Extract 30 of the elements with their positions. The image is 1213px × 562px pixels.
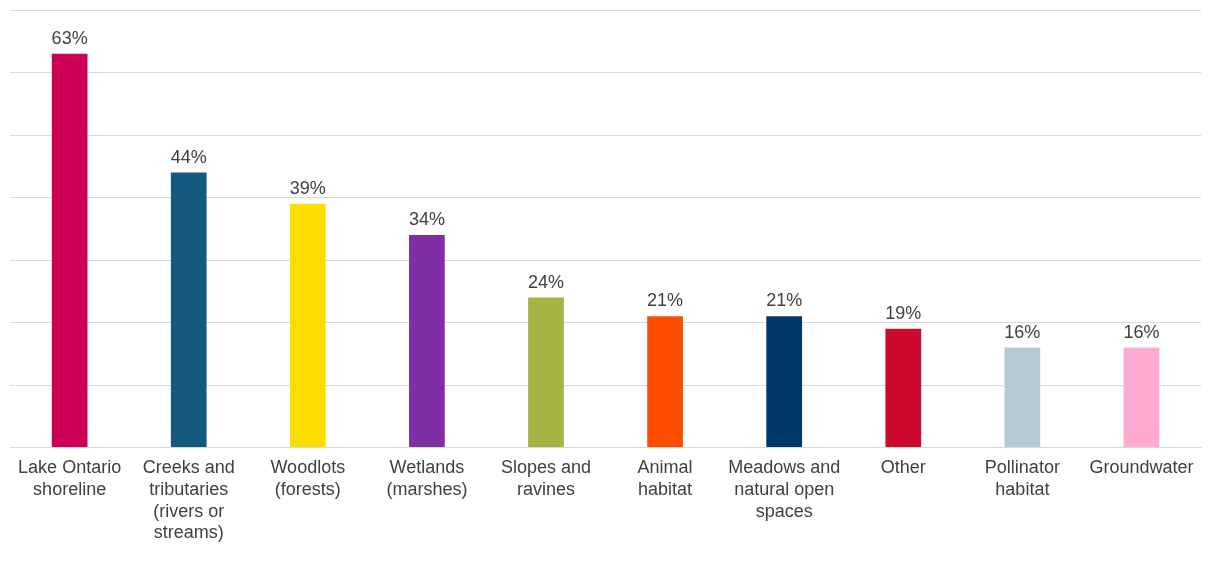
data-label: 39% <box>289 177 326 198</box>
x-tick-label: Animal habitat <box>637 457 693 499</box>
x-tick-label: Other <box>880 457 926 478</box>
x-tick-label: Groundwater <box>1089 457 1194 478</box>
data-label: 21% <box>766 290 803 311</box>
bar <box>51 53 88 448</box>
x-tick-label: Woodlots (forests) <box>270 457 346 499</box>
data-label: 16% <box>1004 321 1041 342</box>
data-label: 24% <box>527 271 565 292</box>
bar <box>885 328 922 448</box>
x-tick-label: Pollinator habitat <box>984 457 1060 499</box>
bar <box>647 316 683 448</box>
bar <box>528 297 564 448</box>
data-label: 34% <box>408 209 445 230</box>
data-label: 44% <box>170 146 207 167</box>
bar <box>289 203 326 448</box>
x-tick-label: Meadows and natural open spaces <box>728 457 841 521</box>
data-label: 21% <box>647 290 684 311</box>
x-tick-label: Lake Ontario shoreline <box>18 457 122 499</box>
bar <box>766 316 803 448</box>
bar <box>1004 347 1041 448</box>
data-label: 19% <box>885 302 922 323</box>
x-tick-label: Wetlands (marshes) <box>386 457 468 499</box>
data-label: 16% <box>1123 321 1160 342</box>
data-label: 63% <box>51 27 88 48</box>
bar <box>170 172 207 448</box>
x-tick-label: Creeks and tributaries (rivers or streams) <box>142 457 235 543</box>
x-tick-label: Slopes and ravines <box>500 457 592 499</box>
bar <box>409 235 445 448</box>
bar <box>1123 347 1160 448</box>
